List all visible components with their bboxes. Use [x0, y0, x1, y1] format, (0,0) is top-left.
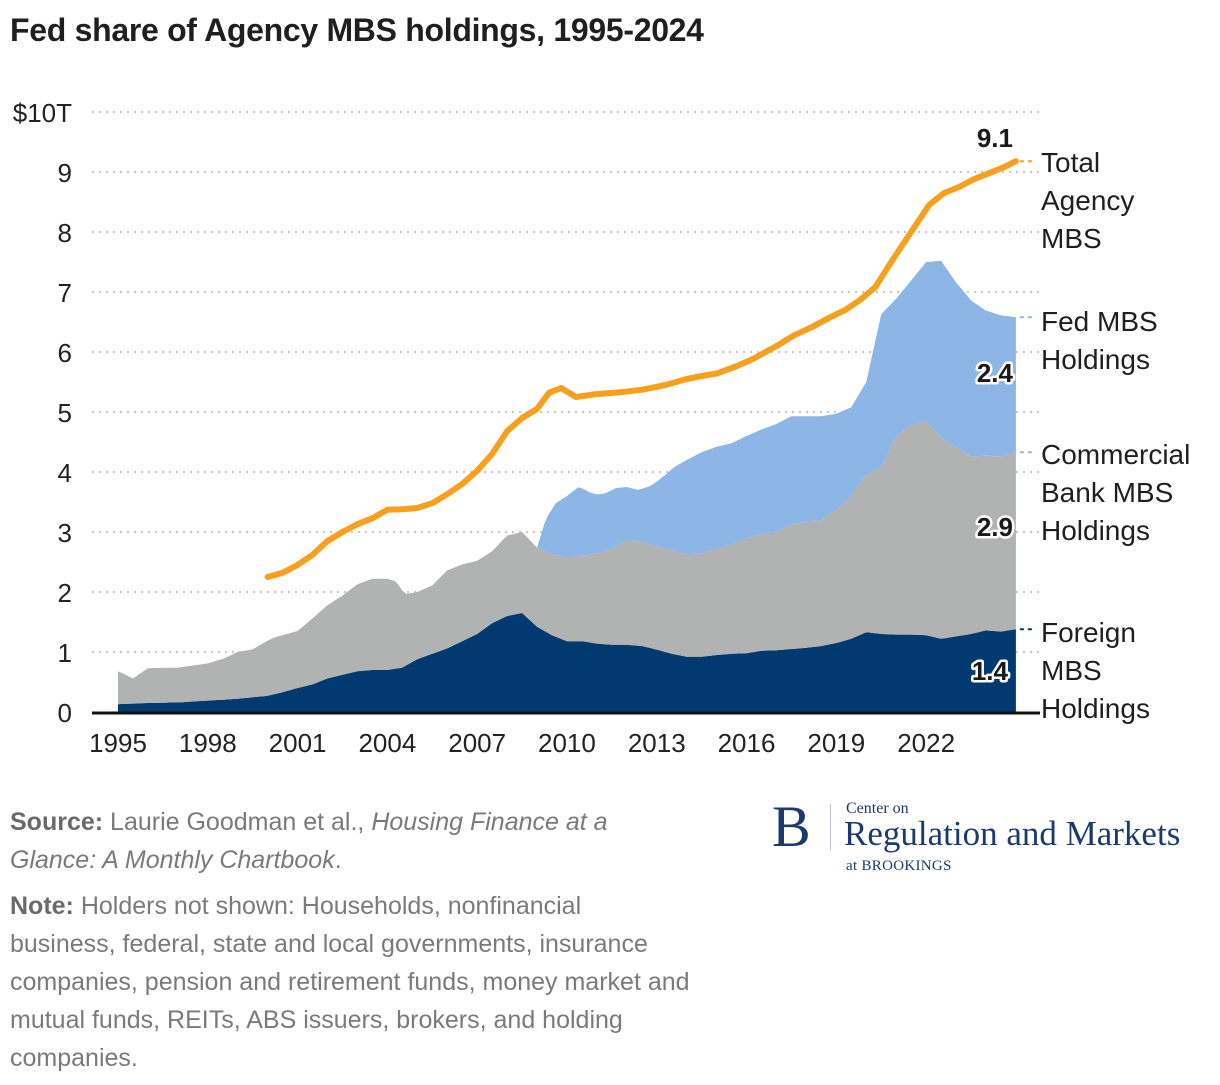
series-label-fed: Holdings: [1041, 344, 1150, 375]
x-tick-labels: 1995 1998 2001 2004 2007 2010 2013 2016 2019 2022: [89, 728, 955, 758]
series-label-foreign: Holdings: [1041, 693, 1150, 724]
series-label-total: MBS: [1041, 223, 1102, 254]
value-label-fed: 2.4: [977, 358, 1014, 388]
x-tick-label: 1995: [89, 728, 147, 758]
stacked-areas: [118, 260, 1016, 712]
area-fed: [537, 260, 1016, 558]
x-tick-label: 2007: [448, 728, 506, 758]
logo-line2: Regulation and Markets: [844, 814, 1181, 853]
series-label-foreign: Foreign: [1041, 617, 1136, 648]
chart: 0 1 2 3 4 5 6 7 8 9 $10T 1995 1998 2001 2004 2007 2010 2…: [13, 98, 1191, 758]
value-label-foreign: 1.4: [972, 656, 1009, 686]
x-tick-label: 1998: [179, 728, 237, 758]
line-total: [264, 158, 1019, 580]
source-title: Housing Finance at a Glance: A Monthly C…: [10, 808, 608, 874]
total-line-layer: [264, 158, 1019, 580]
y-tick-label: 4: [58, 458, 72, 488]
x-tick-label: 2001: [269, 728, 327, 758]
y-tick-label: 1: [58, 638, 72, 668]
series-label-total: Total: [1041, 147, 1100, 178]
note-label: Note:: [10, 892, 74, 920]
y-tick-label: 3: [58, 518, 72, 548]
area-foreign: [118, 613, 1016, 712]
x-tick-label: 2016: [718, 728, 776, 758]
value-label-total: 9.1: [977, 123, 1013, 153]
source-end: .: [334, 846, 342, 874]
source-note: Source: Laurie Goodman et al., Housing F…: [10, 803, 690, 879]
area-commercial: [118, 421, 1016, 705]
brookings-logo: B Center on Regulation and Markets at BR…: [772, 796, 1212, 886]
series-label-commercial: Bank MBS: [1041, 477, 1173, 508]
logo-line3: at BROOKINGS: [846, 858, 952, 874]
y-tick-label: 2: [58, 578, 72, 608]
y-tick-labels: 0 1 2 3 4 5 6 7 8 9 $10T: [13, 98, 72, 728]
note-text: Holders not shown: Households, nonfinanc…: [10, 892, 690, 1072]
x-tick-label: 2022: [897, 728, 955, 758]
x-tick-label: 2013: [628, 728, 686, 758]
y-tick-label: $10T: [13, 98, 72, 128]
label-leaders: [1019, 160, 1036, 631]
chart-title: Fed share of Agency MBS holdings, 1995-2…: [10, 12, 704, 48]
series-label-total: Agency: [1041, 185, 1134, 216]
value-label-commercial: 2.9: [977, 512, 1013, 542]
y-tick-label: 7: [58, 278, 72, 308]
footer: Source: Laurie Goodman et al., Housing F…: [10, 803, 690, 1085]
end-value-labels: 9.1 2.4 2.9 1.4: [969, 121, 1016, 689]
logo-divider: [830, 804, 831, 850]
y-tick-label: 9: [58, 158, 72, 188]
source-text: Laurie Goodman et al.,: [103, 808, 372, 836]
y-tick-label: 0: [58, 698, 72, 728]
x-tick-label: 2019: [807, 728, 865, 758]
logo-letter: B: [772, 794, 811, 859]
series-labels: Total Agency MBS Fed MBS Holdings Commercial B…: [1041, 147, 1190, 724]
x-tick-label: 2004: [358, 728, 416, 758]
y-tick-label: 8: [58, 218, 72, 248]
x-tick-label: 2010: [538, 728, 596, 758]
y-tick-label: 5: [58, 398, 72, 428]
series-label-foreign: MBS: [1041, 655, 1102, 686]
logo-line1: Center on: [846, 800, 909, 817]
series-label-commercial: Holdings: [1041, 515, 1150, 546]
note: Note: Holders not shown: Households, non…: [10, 887, 690, 1077]
source-label: Source:: [10, 808, 104, 836]
y-tick-label: 6: [58, 338, 72, 368]
series-label-fed: Fed MBS: [1041, 306, 1158, 337]
series-label-commercial: Commercial: [1041, 439, 1190, 470]
